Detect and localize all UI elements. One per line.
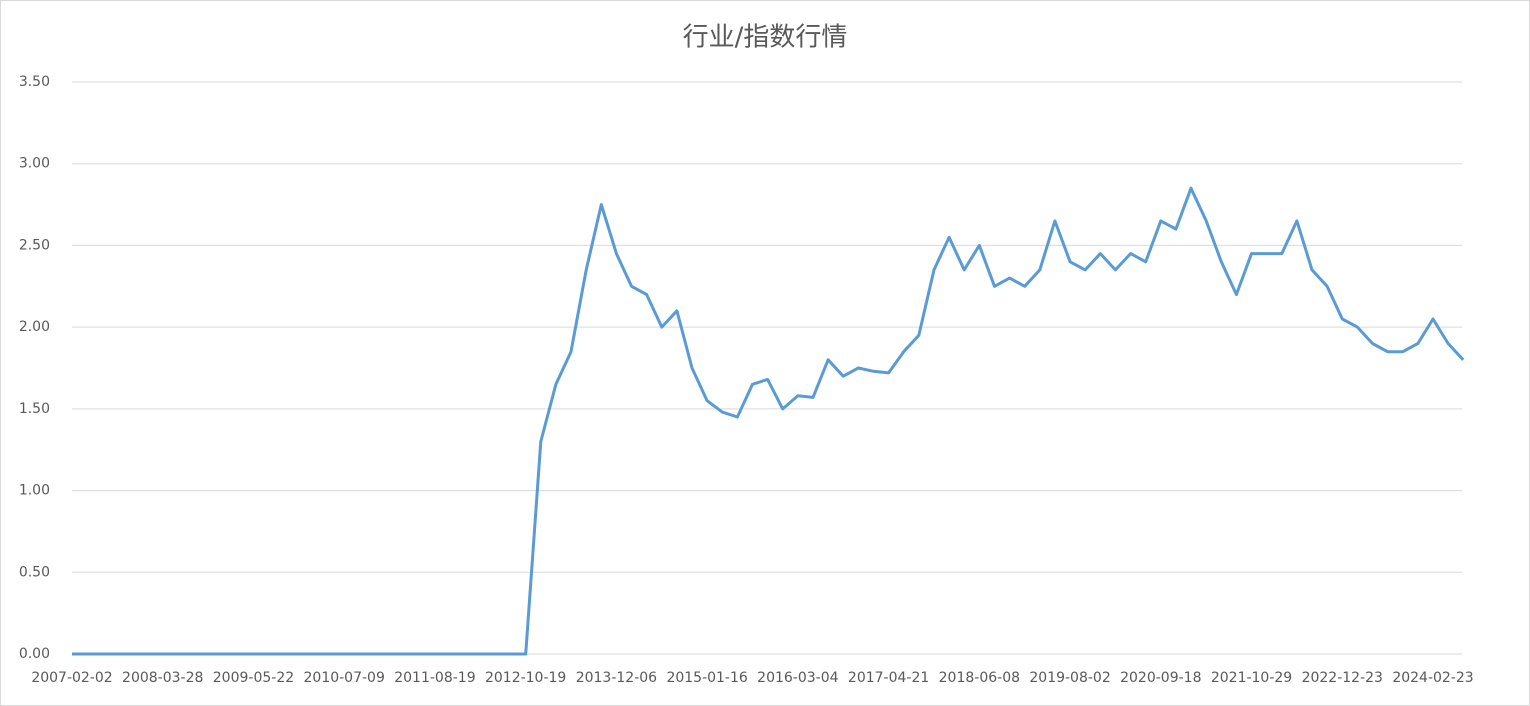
x-tick-label: 2010-07-09 xyxy=(304,670,385,686)
chart-title: 行业/指数行情 xyxy=(683,23,848,53)
x-tick-label: 2009-05-22 xyxy=(213,670,294,686)
y-tick-label: 2.50 xyxy=(19,237,50,253)
y-tick-label: 0.00 xyxy=(19,646,50,662)
y-tick-label: 3.00 xyxy=(19,156,50,172)
y-tick-label: 1.00 xyxy=(19,483,50,499)
x-tick-label: 2024-02-23 xyxy=(1392,670,1473,686)
x-tick-label: 2020-09-18 xyxy=(1120,670,1201,686)
x-tick-label: 2021-10-29 xyxy=(1211,670,1292,686)
y-tick-label: 1.50 xyxy=(19,401,50,417)
x-tick-label: 2008-03-28 xyxy=(122,670,203,686)
x-tick-label: 2022-12-23 xyxy=(1302,670,1383,686)
y-tick-label: 0.50 xyxy=(19,564,50,580)
x-tick-label: 2007-02-02 xyxy=(31,670,112,686)
x-tick-label: 2016-03-04 xyxy=(757,670,838,686)
x-tick-label: 2013-12-06 xyxy=(576,670,657,686)
data-line xyxy=(72,186,1465,656)
x-tick-label: 2018-06-08 xyxy=(939,670,1020,686)
x-tick-label: 2011-08-19 xyxy=(394,670,475,686)
x-tick-label: 2012-10-19 xyxy=(485,670,566,686)
x-tick-label: 2015-01-16 xyxy=(666,670,747,686)
x-tick-label: 2019-08-02 xyxy=(1029,670,1110,686)
x-tick-label: 2017-04-21 xyxy=(848,670,929,686)
y-tick-label: 2.00 xyxy=(19,319,50,335)
y-tick-label: 3.50 xyxy=(19,74,50,90)
